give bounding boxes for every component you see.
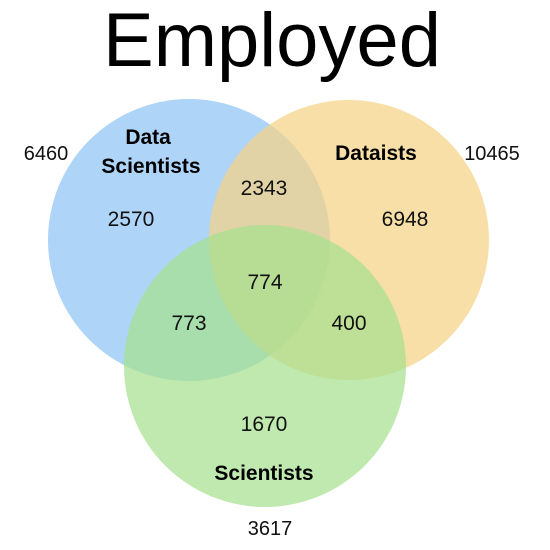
region-dataists-scientists: 400 (331, 312, 366, 335)
scientists-total: 3617 (248, 518, 293, 540)
region-data-scientists-scientists: 773 (171, 312, 206, 335)
dataists-total: 10465 (464, 143, 520, 165)
region-all-three: 774 (247, 271, 282, 294)
data-scientists-label-line1: Data (125, 126, 171, 149)
region-scientists-only: 1670 (241, 413, 288, 436)
data-scientists-label: Data Scientists (101, 126, 200, 178)
diagram-title: Employed (103, 0, 441, 83)
data-scientists-label-line2: Scientists (101, 155, 200, 178)
region-dataists-only: 6948 (382, 208, 429, 231)
scientists-label: Scientists (214, 462, 313, 485)
data-scientists-total: 6460 (24, 143, 69, 165)
scientists-circle (124, 225, 406, 507)
dataists-label: Dataists (335, 142, 417, 165)
region-data-scientists-dataists: 2343 (241, 177, 288, 200)
region-data-scientists-only: 2570 (108, 208, 155, 231)
